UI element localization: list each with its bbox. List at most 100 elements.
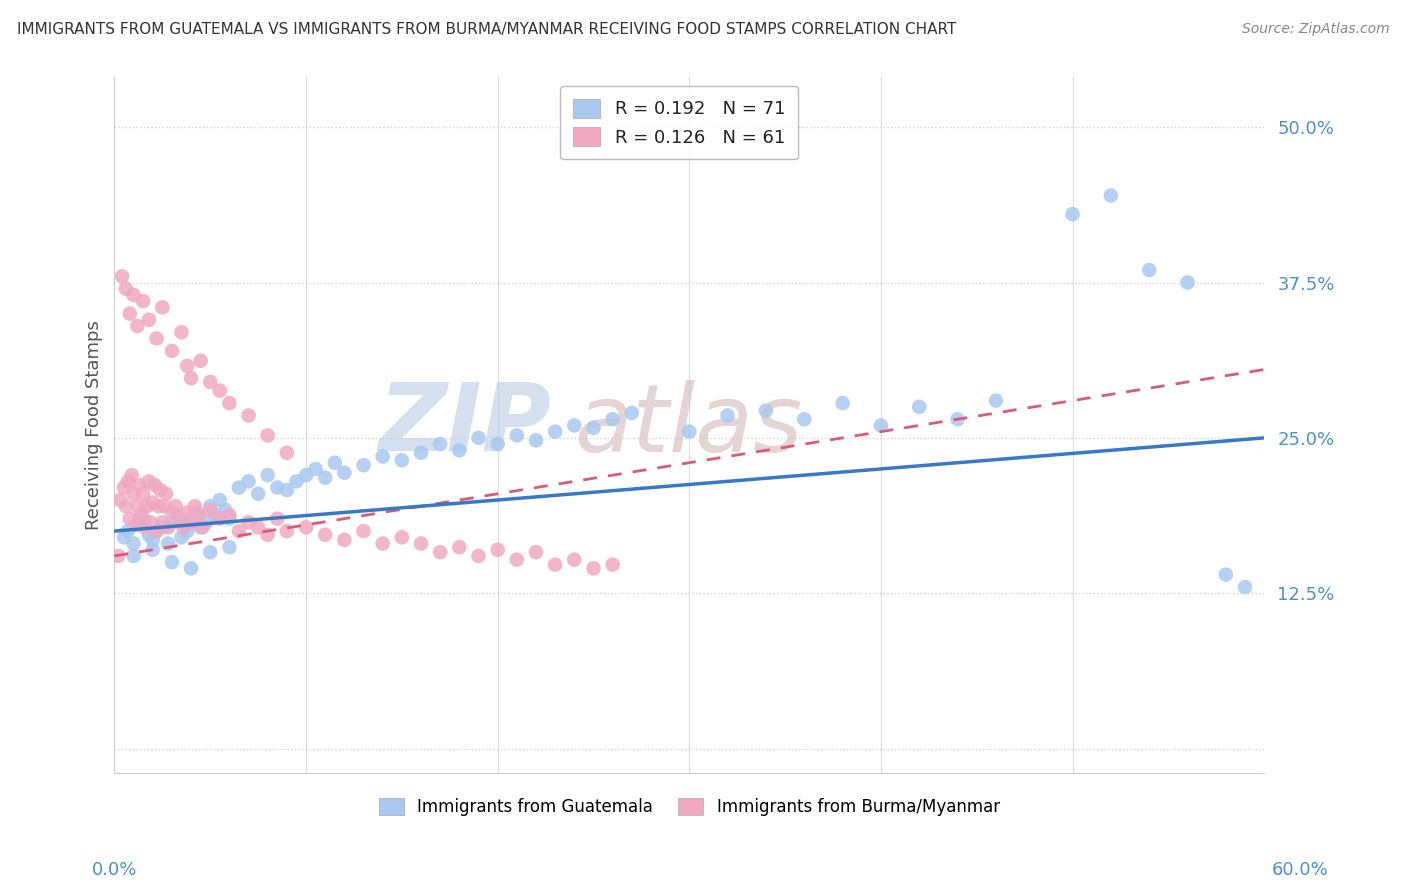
Point [228, 524, 250, 538]
Text: 0.0%: 0.0% [91, 861, 136, 879]
Point [200, 545, 222, 559]
Point [127, 500, 149, 514]
Point [138, 313, 160, 327]
Point [793, 412, 815, 426]
Point [214, 503, 236, 517]
Point [139, 516, 162, 530]
Point [276, 483, 298, 497]
Point [333, 533, 356, 547]
Legend: Immigrants from Guatemala, Immigrants from Burma/Myanmar: Immigrants from Guatemala, Immigrants fr… [371, 789, 1008, 824]
Point [908, 400, 931, 414]
Point [157, 520, 180, 534]
Point [190, 520, 212, 534]
Point [115, 282, 138, 296]
Point [218, 508, 240, 522]
Point [467, 431, 489, 445]
Point [180, 511, 202, 525]
Point [1177, 276, 1199, 290]
Point [1215, 567, 1237, 582]
Point [391, 453, 413, 467]
Point [153, 500, 176, 514]
Point [409, 446, 432, 460]
Point [544, 558, 567, 572]
Point [238, 409, 260, 423]
Point [160, 516, 183, 530]
Point [295, 520, 318, 534]
Point [218, 396, 240, 410]
Text: ZIP: ZIP [378, 379, 551, 472]
Point [117, 475, 139, 489]
Point [186, 505, 208, 519]
Point [200, 503, 222, 517]
Point [353, 524, 375, 538]
Point [562, 418, 585, 433]
Point [1234, 580, 1257, 594]
Point [1062, 207, 1084, 221]
Point [180, 516, 202, 530]
Text: 60.0%: 60.0% [1272, 861, 1329, 879]
Point [172, 520, 194, 534]
Point [582, 421, 605, 435]
Point [946, 412, 969, 426]
Point [582, 561, 605, 575]
Point [160, 555, 183, 569]
Point [145, 524, 167, 538]
Point [122, 536, 145, 550]
Point [276, 446, 298, 460]
Point [142, 542, 165, 557]
Point [266, 511, 288, 525]
Point [486, 542, 509, 557]
Point [256, 528, 278, 542]
Point [166, 508, 188, 522]
Point [122, 288, 145, 302]
Point [524, 434, 547, 448]
Point [544, 425, 567, 439]
Point [409, 536, 432, 550]
Point [506, 428, 529, 442]
Point [176, 505, 198, 519]
Point [117, 524, 139, 538]
Point [371, 450, 394, 464]
Point [486, 437, 509, 451]
Point [190, 353, 212, 368]
Point [205, 508, 228, 522]
Point [122, 487, 145, 501]
Y-axis label: Receiving Food Stamps: Receiving Food Stamps [86, 320, 103, 531]
Point [134, 520, 156, 534]
Point [333, 466, 356, 480]
Point [1137, 263, 1160, 277]
Point [180, 561, 202, 575]
Point [266, 481, 288, 495]
Point [132, 511, 155, 525]
Point [870, 418, 893, 433]
Point [755, 403, 778, 417]
Point [127, 318, 149, 333]
Point [195, 516, 218, 530]
Point [132, 294, 155, 309]
Point [218, 540, 240, 554]
Point [238, 475, 260, 489]
Point [256, 468, 278, 483]
Point [228, 481, 250, 495]
Point [169, 511, 191, 525]
Point [506, 552, 529, 566]
Text: atlas: atlas [574, 380, 803, 471]
Point [831, 396, 853, 410]
Point [155, 487, 177, 501]
Point [208, 384, 231, 398]
Point [112, 530, 135, 544]
Point [429, 545, 451, 559]
Point [142, 495, 165, 509]
Point [150, 301, 173, 315]
Point [391, 530, 413, 544]
Point [148, 500, 170, 514]
Point [678, 425, 700, 439]
Point [191, 520, 214, 534]
Point [150, 516, 173, 530]
Point [353, 458, 375, 473]
Point [371, 536, 394, 550]
Point [142, 533, 165, 547]
Point [138, 475, 160, 489]
Point [314, 470, 336, 484]
Point [149, 483, 172, 497]
